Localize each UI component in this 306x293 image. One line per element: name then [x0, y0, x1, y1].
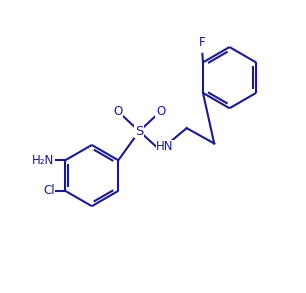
Text: HN: HN: [156, 140, 174, 153]
Text: H₂N: H₂N: [32, 154, 54, 167]
Text: O: O: [113, 105, 122, 118]
Text: F: F: [199, 36, 206, 49]
Text: S: S: [135, 125, 144, 138]
Text: Cl: Cl: [43, 184, 54, 197]
Text: O: O: [156, 105, 165, 118]
